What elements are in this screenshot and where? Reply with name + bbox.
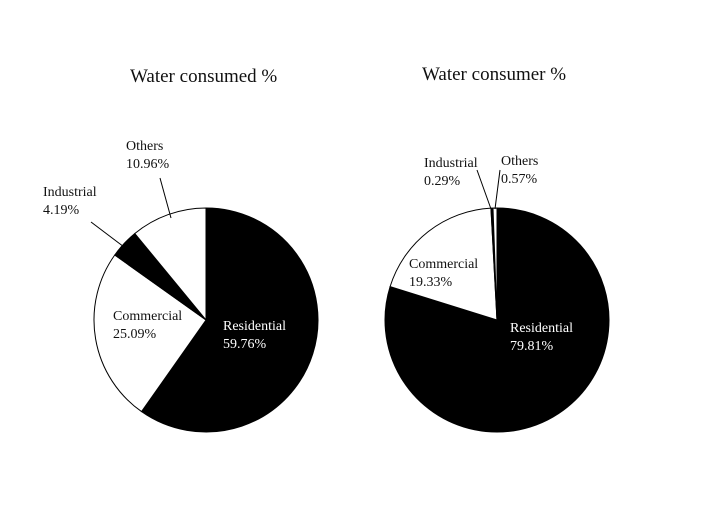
chart-title: Water consumer % xyxy=(422,64,566,85)
slice-label-others: Others 10.96% xyxy=(126,139,170,172)
slice-name: Commercial xyxy=(409,257,478,272)
slice-name: Commercial xyxy=(113,309,182,324)
slice-value: 10.96% xyxy=(126,157,170,172)
pie-chart-water-consumer: Water consumer % Residential 79.81% Comm… xyxy=(384,64,610,433)
slice-name: Others xyxy=(501,154,538,169)
slice-value: 0.57% xyxy=(501,172,538,187)
slice-name: Industrial xyxy=(43,185,97,200)
leader-line-industrial xyxy=(476,169,492,210)
chart-title: Water consumed % xyxy=(130,66,277,87)
slice-label-residential: Residential 59.76% xyxy=(223,319,286,352)
pie-slice-commercial xyxy=(389,207,498,321)
slice-label-commercial: Commercial 19.33% xyxy=(409,257,478,290)
slice-label-others: Others 0.57% xyxy=(501,154,538,187)
slice-label-residential: Residential 79.81% xyxy=(510,321,573,354)
pie-slices xyxy=(384,207,610,433)
slice-value: 25.09% xyxy=(113,327,157,342)
slice-label-commercial: Commercial 25.09% xyxy=(113,309,182,342)
slice-value: 4.19% xyxy=(43,203,80,218)
slice-name: Industrial xyxy=(424,156,478,171)
slice-name: Residential xyxy=(510,321,573,336)
pie-slice-commercial xyxy=(93,254,207,413)
slice-value: 59.76% xyxy=(223,337,267,352)
slice-name: Others xyxy=(126,139,163,154)
pie-slice-residential xyxy=(140,207,319,433)
leader-line-industrial xyxy=(90,221,129,251)
slice-value: 79.81% xyxy=(510,339,554,354)
pie-slice-others xyxy=(134,207,207,322)
slice-name: Residential xyxy=(223,319,286,334)
slice-value: 19.33% xyxy=(409,275,453,290)
leader-line-others xyxy=(494,169,501,210)
pie-chart-water-consumed: Water consumed % Residential 59.76% Comm… xyxy=(43,66,319,433)
slice-label-industrial: Industrial 0.29% xyxy=(424,156,478,189)
slice-label-industrial: Industrial 4.19% xyxy=(43,185,97,218)
leader-line-others xyxy=(159,177,172,219)
pie-slices xyxy=(93,207,319,433)
slice-value: 0.29% xyxy=(424,174,461,189)
